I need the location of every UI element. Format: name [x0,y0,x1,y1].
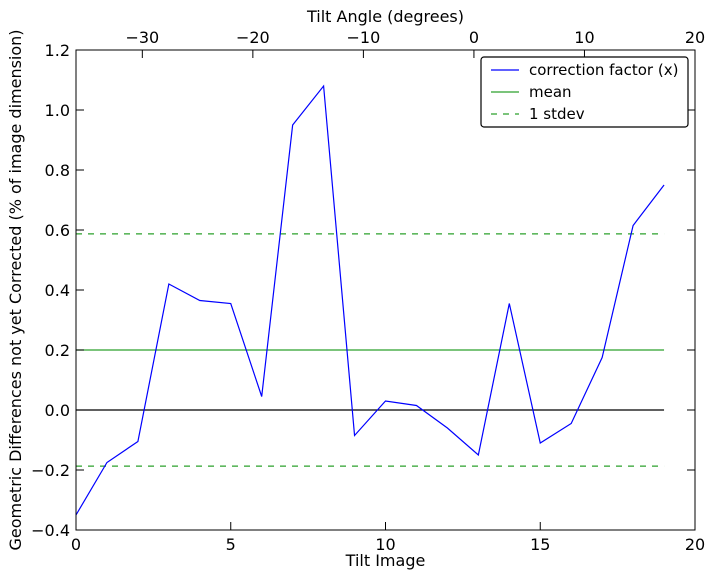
y-tick-label: 0.6 [45,221,70,240]
top-x-tick-label: −10 [347,28,381,47]
x-tick-label: 10 [375,535,395,554]
series-layer [75,84,665,516]
y-tick-label: 1.0 [45,101,70,120]
series-correction-factor-x [75,84,665,516]
x-tick-label: 5 [226,535,236,554]
legend: correction factor (x) mean 1 stdev [480,56,689,128]
y-tick-label: 0.4 [45,281,70,300]
y-tick-label: −0.2 [31,461,70,480]
legend-label: 1 stdev [529,105,585,123]
top-x-tick-label: −30 [125,28,159,47]
x-tick-label: 20 [685,535,705,554]
y-tick-label: 0.2 [45,341,70,360]
top-x-tick-label: 10 [574,28,594,47]
legend-label: correction factor (x) [529,61,678,79]
top-x-tick-label: −20 [236,28,270,47]
x-tick-label: 0 [71,535,81,554]
legend-box [480,56,689,128]
y-tick-label: 0.0 [45,401,70,420]
y-tick-label: −0.4 [31,521,70,540]
top-x-tick-label: 0 [469,28,479,47]
y-axis-label: Geometric Differences not yet Corrected … [6,29,25,550]
top-x-axis-label: Tilt Angle (degrees) [306,7,464,26]
top-x-tick-label: 20 [685,28,705,47]
y-tick-label: 1.2 [45,41,70,60]
x-tick-label: 15 [530,535,550,554]
legend-label: mean [529,83,572,101]
x-axis-label: Tilt Image [345,551,426,570]
y-tick-label: 0.8 [45,161,70,180]
tick-layer: 0 5 10 15 20 −0.4 −0.2 0.0 0.2 0.4 0.6 0.8 1.0 1.2 −30… [31,28,705,554]
